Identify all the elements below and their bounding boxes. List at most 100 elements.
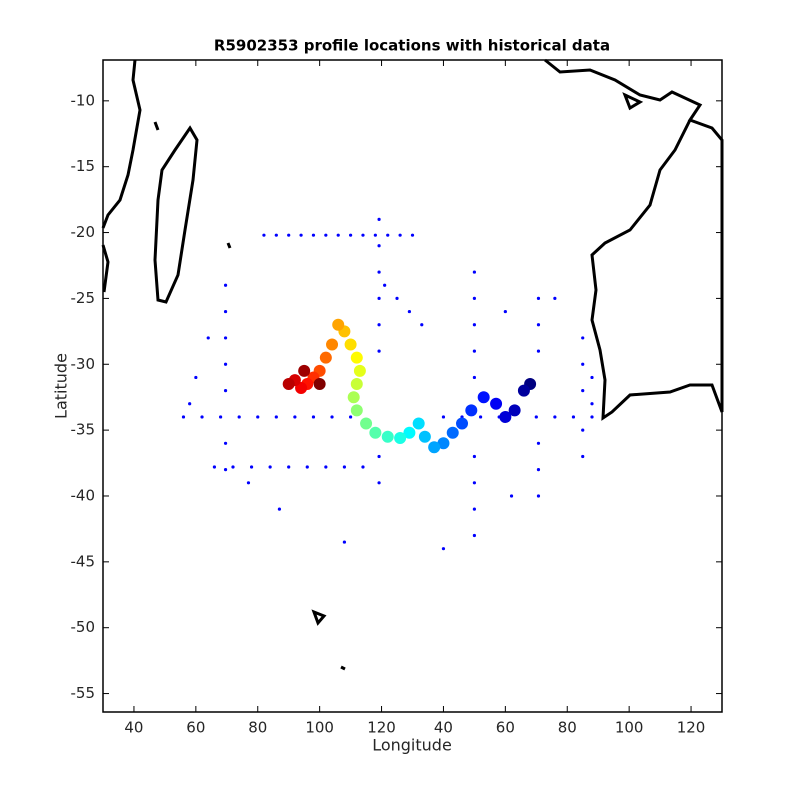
profile-point xyxy=(313,378,326,391)
x-tick-label: 40 xyxy=(124,719,143,737)
historical-point xyxy=(377,349,381,353)
historical-point xyxy=(274,233,278,237)
historical-point xyxy=(472,454,476,459)
profile-point xyxy=(394,432,407,445)
plot-frame xyxy=(102,59,723,713)
historical-point xyxy=(472,507,476,511)
island xyxy=(340,665,346,671)
profile-point xyxy=(465,404,478,417)
island xyxy=(622,92,644,111)
historical-point xyxy=(441,415,446,419)
profile-point xyxy=(517,384,530,397)
historical-point xyxy=(377,244,381,248)
x-tick-label: 60 xyxy=(496,719,515,737)
profile-point xyxy=(360,417,373,430)
profile-point xyxy=(490,397,503,410)
y-tick-label: -10 xyxy=(71,91,96,109)
profile-point xyxy=(353,364,366,377)
historical-point xyxy=(324,233,328,237)
x-tick-label: 40 xyxy=(434,719,453,737)
historical-point xyxy=(373,233,377,237)
historical-point xyxy=(377,454,381,459)
historical-point xyxy=(194,375,198,380)
historical-point xyxy=(361,465,365,469)
historical-point xyxy=(509,494,514,498)
historical-point xyxy=(206,336,210,340)
historical-point xyxy=(223,283,228,287)
historical-point xyxy=(581,362,585,366)
historical-point xyxy=(287,465,291,469)
historical-point xyxy=(200,415,204,419)
profile-point xyxy=(418,430,431,443)
historical-point xyxy=(472,533,476,538)
profile-point xyxy=(350,404,363,417)
historical-point xyxy=(262,233,266,237)
historical-point xyxy=(349,415,353,419)
historical-point xyxy=(330,415,334,419)
y-tick-label: -55 xyxy=(71,684,96,702)
historical-point xyxy=(305,465,309,469)
profile-point xyxy=(350,378,363,391)
historical-point xyxy=(581,428,585,432)
x-tick-label: 80 xyxy=(248,719,267,737)
historical-point xyxy=(223,362,228,366)
historical-point xyxy=(377,323,381,327)
historical-point xyxy=(503,309,507,314)
profile-point xyxy=(428,441,441,454)
historical-point xyxy=(472,375,476,380)
historical-point xyxy=(324,465,328,469)
historical-point xyxy=(590,375,594,380)
historical-point xyxy=(237,415,241,419)
historical-point xyxy=(386,233,390,237)
historical-point xyxy=(336,233,340,237)
profile-point xyxy=(369,426,382,439)
historical-point xyxy=(277,507,282,511)
historical-point xyxy=(231,465,235,469)
historical-point xyxy=(553,415,557,419)
profile-point xyxy=(456,417,469,430)
coast-africa-south xyxy=(101,244,110,293)
historical-point xyxy=(361,233,365,237)
profile-point xyxy=(403,426,416,439)
coast-australia xyxy=(544,58,724,421)
y-tick-label: -20 xyxy=(71,223,96,241)
y-tick-label: -30 xyxy=(71,355,96,373)
coast-africa xyxy=(101,59,142,229)
historical-point xyxy=(219,415,223,419)
historical-point xyxy=(472,296,476,301)
x-tick-label: 100 xyxy=(305,719,334,737)
profile-point xyxy=(477,391,490,404)
madagascar xyxy=(153,125,199,304)
historical-point xyxy=(472,270,476,274)
historical-point xyxy=(478,415,483,419)
historical-point xyxy=(553,296,557,301)
historical-point xyxy=(256,415,260,419)
y-tick-label: -50 xyxy=(71,618,96,636)
profile-point xyxy=(319,351,332,364)
historical-point xyxy=(293,415,297,419)
historical-point xyxy=(377,481,381,485)
historical-point xyxy=(377,296,381,301)
historical-point xyxy=(536,468,541,472)
profile-point xyxy=(381,430,394,443)
historical-point xyxy=(249,465,254,469)
marks xyxy=(181,217,594,551)
x-tick-label: 100 xyxy=(615,719,644,737)
historical-point xyxy=(212,465,217,469)
profile-point xyxy=(350,351,363,364)
historical-point xyxy=(223,389,228,393)
historical-point xyxy=(311,233,316,237)
historical-point xyxy=(536,349,541,353)
historical-point xyxy=(581,336,585,340)
historical-point xyxy=(377,217,381,221)
historical-point xyxy=(188,402,192,406)
x-tick-label: 120 xyxy=(367,719,396,737)
historical-point xyxy=(590,402,594,406)
historical-point xyxy=(581,454,585,459)
historical-point xyxy=(581,389,585,393)
historical-point xyxy=(268,465,272,469)
historical-point xyxy=(590,415,594,419)
island xyxy=(153,121,232,249)
historical-point xyxy=(536,323,541,327)
